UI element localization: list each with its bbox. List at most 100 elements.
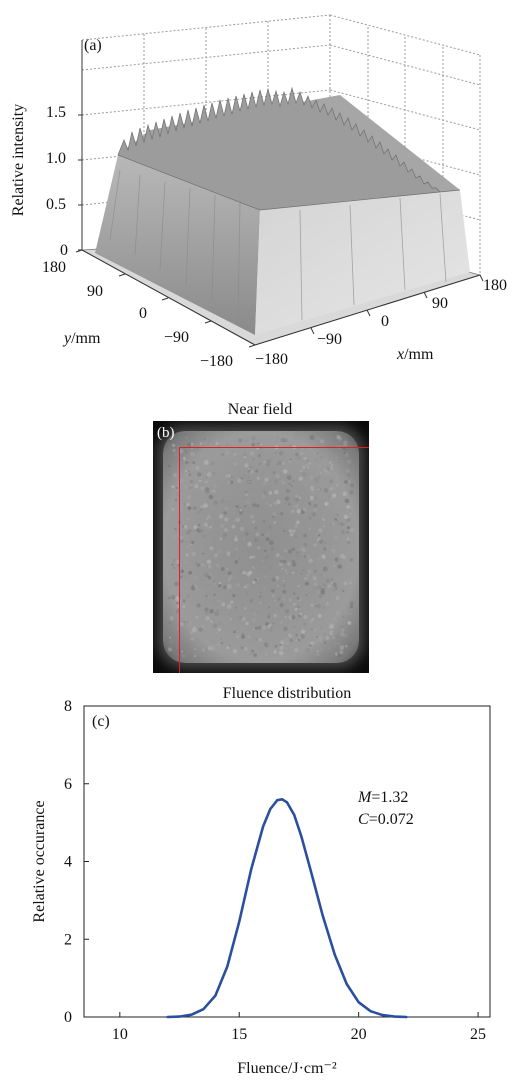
- speckle: [201, 579, 203, 581]
- speckle: [315, 652, 320, 657]
- speckle: [340, 627, 345, 632]
- speckle: [167, 647, 173, 652]
- speckle: [184, 575, 188, 578]
- speckle: [296, 509, 301, 514]
- speckle: [321, 554, 326, 559]
- speckle: [346, 531, 349, 534]
- speckle: [188, 486, 192, 490]
- speckle: [264, 575, 267, 578]
- speckle: [292, 503, 297, 508]
- speckle: [243, 474, 246, 477]
- speckle: [205, 489, 210, 494]
- speckle: [297, 585, 300, 588]
- speckle: [347, 541, 350, 544]
- x-tick-label: 10: [112, 1026, 128, 1043]
- speckle: [188, 473, 192, 476]
- speckle: [304, 447, 307, 450]
- speckle: [182, 525, 185, 528]
- speckle: [310, 603, 314, 607]
- speckle: [169, 472, 171, 475]
- data-point: [281, 798, 284, 801]
- speckle: [191, 540, 195, 544]
- speckle: [280, 437, 286, 443]
- speckle: [285, 560, 289, 563]
- speckle: [232, 519, 237, 524]
- speckle: [336, 435, 341, 439]
- speckle: [344, 519, 349, 524]
- speckle: [232, 640, 237, 645]
- speckle: [270, 625, 273, 629]
- speckle: [206, 472, 212, 477]
- speckle: [273, 471, 276, 474]
- speckle: [346, 526, 351, 530]
- speckle: [314, 479, 319, 484]
- speckle: [283, 626, 288, 632]
- series-line: [166, 797, 408, 1019]
- speckle: [286, 465, 290, 469]
- speckle: [266, 642, 271, 647]
- speckle: [229, 617, 232, 621]
- speckle: [261, 533, 264, 536]
- speckle: [235, 547, 238, 550]
- speckle: [337, 642, 341, 645]
- speckle: [226, 551, 232, 556]
- speckle: [234, 560, 239, 564]
- speckle: [229, 579, 234, 583]
- speckle: [271, 590, 274, 592]
- speckle: [343, 633, 348, 638]
- speckle: [284, 496, 290, 502]
- speckle: [291, 559, 295, 563]
- speckle: [274, 489, 279, 495]
- speckle: [221, 435, 225, 439]
- speckle: [334, 557, 339, 562]
- speckle: [289, 458, 292, 461]
- speckle: [198, 588, 203, 592]
- speckle: [183, 485, 188, 489]
- speckle: [334, 517, 338, 521]
- speckle: [316, 635, 319, 638]
- speckle: [315, 540, 318, 543]
- speckle: [170, 586, 172, 588]
- speckle: [252, 458, 255, 460]
- speckle: [226, 444, 228, 447]
- speckle: [344, 611, 348, 616]
- speckle: [279, 650, 284, 656]
- speckle: [256, 476, 260, 480]
- speckle: [265, 537, 270, 541]
- speckle: [189, 571, 192, 574]
- speckle: [282, 576, 285, 579]
- speckle: [174, 452, 179, 457]
- speckle: [241, 570, 247, 575]
- speckle: [323, 476, 328, 481]
- speckle: [277, 585, 279, 588]
- speckle: [255, 538, 260, 543]
- speckle: [216, 484, 220, 488]
- speckle: [331, 631, 335, 635]
- speckle: [343, 581, 348, 586]
- speckle: [339, 645, 345, 651]
- speckle: [239, 508, 243, 512]
- speckle: [267, 613, 271, 616]
- x-axis-label: Fluence/J·cm⁻²: [237, 1060, 337, 1077]
- speckle: [194, 584, 197, 587]
- speckle: [198, 627, 203, 632]
- speckle: [345, 444, 348, 447]
- z-tick-0-5: 0.5: [46, 196, 66, 213]
- speckle: [218, 628, 221, 631]
- speckle: [244, 646, 249, 651]
- speckle: [176, 570, 179, 574]
- speckle: [185, 436, 188, 439]
- data-point: [321, 915, 324, 917]
- speckle: [171, 485, 175, 489]
- speckle: [295, 452, 299, 457]
- speckle: [350, 622, 352, 625]
- data-point: [166, 1016, 169, 1018]
- speckle: [340, 509, 343, 512]
- x-tick-label: 20: [351, 1026, 367, 1043]
- speckle: [314, 582, 318, 586]
- speckle: [268, 545, 271, 548]
- speckle: [203, 503, 208, 508]
- speckle: [300, 452, 303, 455]
- speckle: [190, 451, 195, 457]
- speckle: [277, 522, 282, 527]
